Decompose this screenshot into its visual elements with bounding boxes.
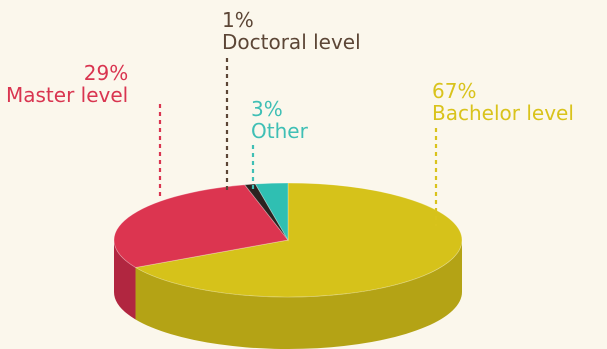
bachelor-level-name: Bachelor level	[432, 101, 574, 125]
label-master-level: 29% Master level	[6, 62, 128, 106]
doctoral-level-percent: 1%	[222, 8, 254, 32]
label-bachelor-level: 67% Bachelor level	[432, 80, 574, 124]
pie-slice-doctoral-level	[243, 183, 289, 241]
label-other: 3% Other	[251, 98, 308, 142]
leader-lines	[158, 58, 438, 226]
pie-side-master-level	[114, 240, 136, 320]
master-level-name: Master level	[6, 83, 129, 107]
pie-slice-other	[254, 182, 289, 242]
other-percent: 3%	[251, 97, 283, 121]
label-doctoral-level: 1% Doctoral level	[222, 9, 361, 53]
other-name: Other	[251, 119, 308, 143]
pie-slice-master-level	[113, 184, 289, 268]
bachelor-level-percent: 67%	[432, 79, 477, 103]
pie-side-bachelor-level	[135, 240, 462, 349]
pie-tops	[113, 182, 463, 298]
pie-sides	[114, 240, 462, 349]
master-level-percent: 29%	[83, 61, 129, 85]
pie-slice-bachelor-level	[134, 182, 463, 298]
doctoral-level-name: Doctoral level	[222, 30, 361, 54]
